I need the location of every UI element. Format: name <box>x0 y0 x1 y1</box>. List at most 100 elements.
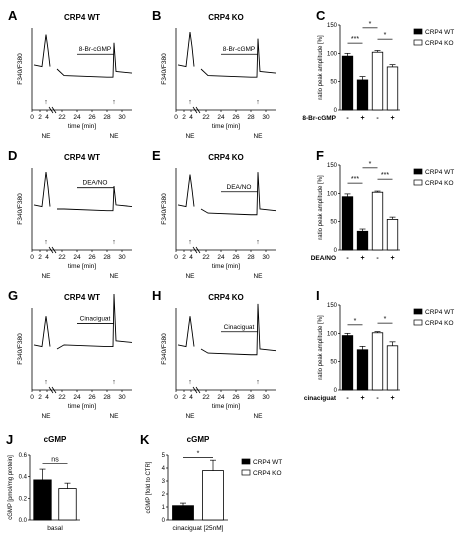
y-axis-label: F340/F380 <box>161 193 168 225</box>
treatment-label: DEA/NO <box>311 255 336 262</box>
x-tick-label: 22 <box>58 394 66 401</box>
x-tick-label: 30 <box>262 114 270 121</box>
x-tick-label: 28 <box>247 114 255 121</box>
x-tick-label: 2 <box>182 254 186 261</box>
bar <box>356 79 369 111</box>
treatment-sign: + <box>360 255 364 262</box>
ne-label: NE <box>109 273 119 280</box>
x-tick-label: 28 <box>103 254 111 261</box>
y-tick-label: 150 <box>327 163 338 169</box>
y-tick-label: 0.4 <box>19 475 28 481</box>
x-tick-label: 24 <box>73 394 81 401</box>
ne-label: NE <box>109 413 119 420</box>
x-tick-label: 0 <box>30 254 34 261</box>
x-tick-label: 2 <box>182 114 186 121</box>
treatment-label: 8-Br-cGMP <box>302 115 336 122</box>
bar <box>356 349 369 391</box>
ne-arrow-icon: ↑ <box>112 99 116 106</box>
legend-swatch <box>413 319 423 326</box>
y-tick-label: 150 <box>327 303 338 309</box>
axis-break-mark <box>195 386 201 394</box>
panel-letter: H <box>152 288 161 303</box>
ne-label: NE <box>185 133 195 140</box>
bar <box>172 505 194 521</box>
trace-segment-after-break <box>200 38 277 78</box>
panel-letter: I <box>316 288 320 303</box>
x-tick-label: 2 <box>38 114 42 121</box>
significance-label: * <box>354 318 357 325</box>
significance-label: * <box>369 21 372 28</box>
panel-letter: E <box>152 148 161 163</box>
x-tick-label: 24 <box>217 254 225 261</box>
trace-segment-after-break <box>56 42 133 78</box>
ne-arrow-icon: ↑ <box>44 379 48 386</box>
bar <box>386 218 399 251</box>
x-tick-label: 28 <box>247 394 255 401</box>
trace-segment-after-break <box>200 172 277 216</box>
trace-segment-after-break <box>57 185 133 212</box>
y-axis-label: ratio peak amplitude [%] <box>318 35 324 100</box>
x-tick-label: 4 <box>189 114 193 121</box>
y-tick-label: 50 <box>330 220 337 226</box>
x-tick-label: 4 <box>45 254 49 261</box>
treatment-label: cinaciguat <box>304 395 337 402</box>
y-tick-label: 1 <box>162 505 166 511</box>
bar <box>356 230 369 251</box>
treatment-sign: - <box>376 255 379 262</box>
axis-break-mark <box>195 246 201 254</box>
significance-label: ns <box>51 457 59 464</box>
x-tick-label: 24 <box>217 114 225 121</box>
significance-label: * <box>384 32 387 39</box>
x-tick-label: 22 <box>58 254 66 261</box>
significance-label: *** <box>381 172 389 179</box>
panel-title: CRP4 KO <box>208 293 244 302</box>
significance-label: * <box>369 161 372 168</box>
panel-letter: D <box>8 148 17 163</box>
x-tick-label: 0 <box>174 114 178 121</box>
y-tick-label: 50 <box>330 80 337 86</box>
y-axis-label: ratio peak amplitude [%] <box>318 175 324 240</box>
legend-label: CRP4 WT <box>425 29 454 36</box>
axis-break-mark <box>192 106 198 114</box>
x-tick-label: 0 <box>174 254 178 261</box>
significance-label: *** <box>351 176 359 183</box>
axis-break-mark <box>48 386 54 394</box>
y-axis-label: F340/F380 <box>17 333 24 365</box>
x-axis-label: time [min] <box>68 263 96 270</box>
panel-title: cGMP <box>44 435 67 444</box>
significance-label: * <box>197 451 200 458</box>
y-tick-label: 100 <box>327 51 338 57</box>
bar <box>386 345 399 391</box>
treatment-sign: - <box>376 395 379 402</box>
x-tick-label: 24 <box>73 254 81 261</box>
bar <box>386 66 399 111</box>
x-axis-label: time [min] <box>212 123 240 130</box>
panel-title: CRP4 KO <box>208 13 244 22</box>
x-tick-label: 24 <box>217 394 225 401</box>
treatment-sign: + <box>390 395 394 402</box>
ne-arrow-icon: ↑ <box>256 379 260 386</box>
legend-swatch <box>413 28 423 35</box>
x-tick-label: 22 <box>202 114 210 121</box>
x-axis-label: time [min] <box>212 263 240 270</box>
panel-letter: C <box>316 8 326 23</box>
x-tick-label: 4 <box>45 114 49 121</box>
bar <box>371 51 384 111</box>
legend-swatch <box>413 179 423 186</box>
x-tick-label: 26 <box>232 394 240 401</box>
ne-arrow-icon: ↑ <box>112 239 116 246</box>
y-tick-label: 0 <box>162 518 166 524</box>
panel-title: CRP4 WT <box>64 13 100 22</box>
x-tick-label: 4 <box>189 394 193 401</box>
y-tick-label: 2 <box>162 492 166 498</box>
panel-letter: G <box>8 288 18 303</box>
legend-swatch <box>413 168 423 175</box>
x-tick-label: 0 <box>30 114 34 121</box>
trace-segment-after-break <box>56 294 133 350</box>
axis-break-mark <box>51 386 57 394</box>
treatment-sign: - <box>346 255 349 262</box>
